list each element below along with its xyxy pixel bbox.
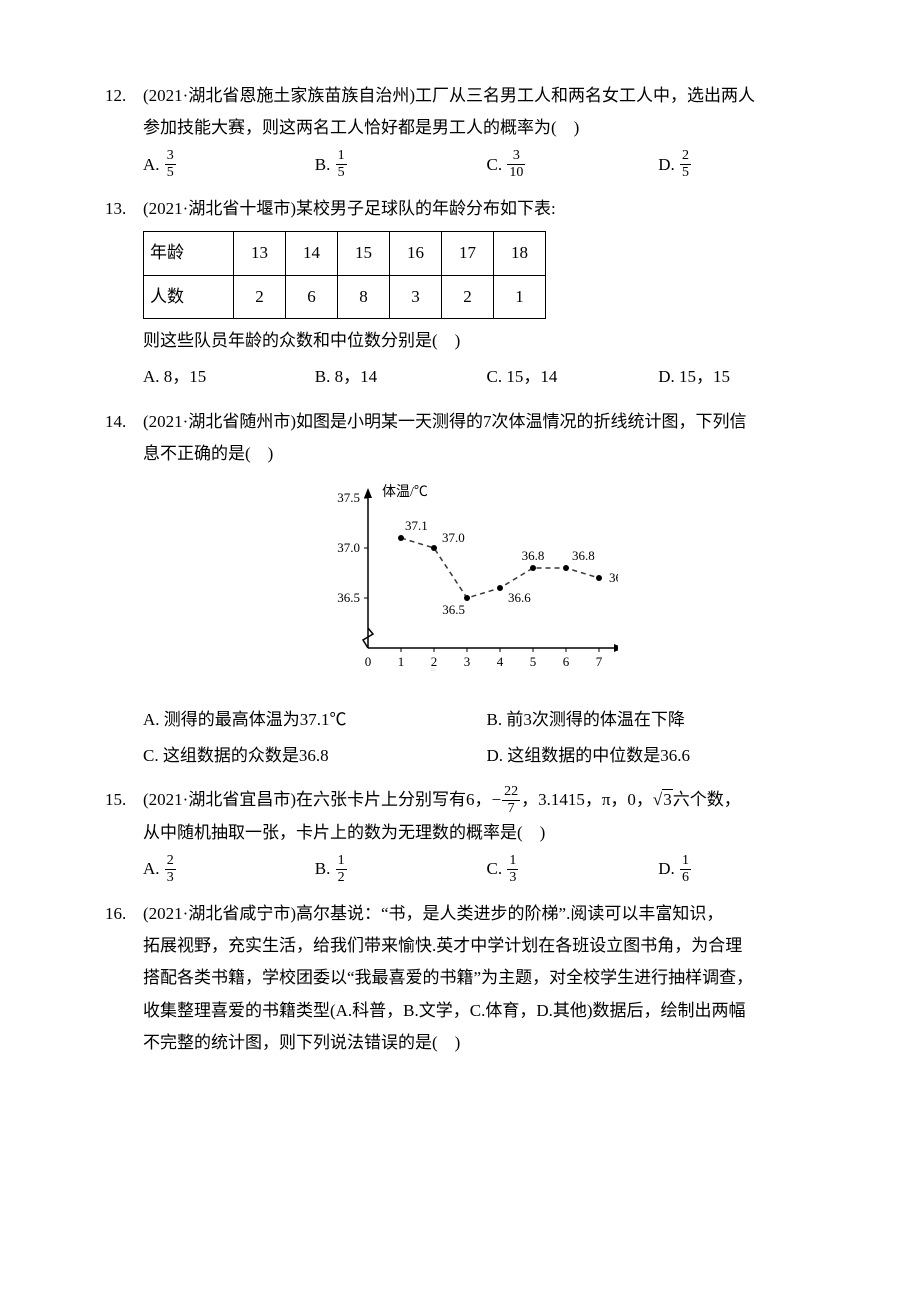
svg-text:36.5: 36.5 [337,590,360,605]
q12-optD: D. 25 [658,149,830,182]
table-cell: 18 [494,232,546,275]
q12-optC: C. 310 [487,149,659,182]
table-cell: 1 [494,275,546,318]
q12-line2: 参加技能大赛，则这两名工人恰好都是男工人的概率为( ) [105,112,830,144]
q13-optD: D. 15，15 [658,361,830,393]
svg-text:37.0: 37.0 [442,530,465,545]
q16-line2: 拓展视野，充实生活，给我们带来愉快.英才中学计划在各班设立图书角，为合理 [105,930,830,962]
q15-line2: 从中随机抽取一张，卡片上的数为无理数的概率是( ) [105,817,830,849]
q14-optA: A. 测得的最高体温为37.1℃ [143,704,487,736]
q12-optB: B. 15 [315,149,487,182]
q12-options: A. 35 B. 15 C. 310 D. 25 [105,149,830,182]
svg-text:36.8: 36.8 [572,548,595,563]
q14-chart-wrap: 37.537.036.501234567体温/℃次37.137.036.536.… [105,478,830,689]
table-row: 年龄 13 14 15 16 17 18 [144,232,546,275]
svg-text:3: 3 [463,654,470,669]
table-cell: 15 [338,232,390,275]
q12-optA: A. 35 [143,149,315,182]
svg-text:37.5: 37.5 [337,490,360,505]
table-cell: 2 [234,275,286,318]
svg-text:0: 0 [364,654,371,669]
table-cell: 3 [390,275,442,318]
table-cell: 14 [286,232,338,275]
q14-optD: D. 这组数据的中位数是36.6 [487,740,831,772]
table-cell: 16 [390,232,442,275]
svg-text:36.7: 36.7 [609,570,618,585]
q15-optD: D. 16 [658,853,830,886]
q13-line2: 则这些队员年龄的众数和中位数分别是( ) [105,325,830,357]
table-cell: 8 [338,275,390,318]
q14-options-1: A. 测得的最高体温为37.1℃ B. 前3次测得的体温在下降 [105,704,830,736]
q15-optB: B. 12 [315,853,487,886]
svg-text:37.0: 37.0 [337,540,360,555]
q13-optC: C. 15，14 [487,361,659,393]
q14-optC: C. 这组数据的众数是36.8 [143,740,487,772]
q16-line1: (2021·湖北省咸宁市)高尔基说：“书，是人类进步的阶梯”.阅读可以丰富知识， [143,898,830,930]
q12-line1: (2021·湖北省恩施土家族苗族自治州)工厂从三名男工人和两名女工人中，选出两人 [143,80,830,112]
q15-optA: A. 23 [143,853,315,886]
q15-optC: C. 13 [487,853,659,886]
q14-chart: 37.537.036.501234567体温/℃次37.137.036.536.… [318,478,618,678]
q16-line4: 收集整理喜爱的书籍类型(A.科普，B.文学，C.体育，D.其他)数据后，绘制出两… [105,995,830,1027]
q13-options: A. 8，15 B. 8，14 C. 15，14 D. 15，15 [105,361,830,393]
svg-text:体温/℃: 体温/℃ [382,484,428,500]
q16-line3: 搭配各类书籍，学校团委以“我最喜爱的书籍”为主题，对全校学生进行抽样调查， [105,962,830,994]
question-16: 16. (2021·湖北省咸宁市)高尔基说：“书，是人类进步的阶梯”.阅读可以丰… [105,898,830,1059]
row-header: 人数 [144,275,234,318]
q14-options-2: C. 这组数据的众数是36.8 D. 这组数据的中位数是36.6 [105,740,830,772]
table-cell: 6 [286,275,338,318]
q15-number: 15. [105,784,143,816]
q13-number: 13. [105,193,143,225]
svg-text:37.1: 37.1 [405,518,428,533]
watermark-icon: = [430,660,450,681]
table-cell: 2 [442,275,494,318]
q14-number: 14. [105,406,143,438]
table-cell: 17 [442,232,494,275]
q15-options: A. 23 B. 12 C. 13 D. 16 [105,853,830,886]
question-12: 12. (2021·湖北省恩施土家族苗族自治州)工厂从三名男工人和两名女工人中，… [105,80,830,181]
svg-text:36.6: 36.6 [508,590,531,605]
table-row: 人数 2 6 8 3 2 1 [144,275,546,318]
q14-line2: 息不正确的是( ) [105,438,830,470]
row-header: 年龄 [144,232,234,275]
q15-line1: (2021·湖北省宜昌市)在六张卡片上分别写有6，−227，3.1415，π，0… [143,784,830,817]
q16-line5: 不完整的统计图，则下列说法错误的是( ) [105,1027,830,1059]
svg-text:1: 1 [397,654,404,669]
q16-number: 16. [105,898,143,930]
svg-text:36.8: 36.8 [521,548,544,563]
question-13: 13. (2021·湖北省十堰市)某校男子足球队的年龄分布如下表: 年龄 13 … [105,193,830,393]
svg-text:7: 7 [595,654,602,669]
q13-table: 年龄 13 14 15 16 17 18 人数 2 6 8 3 2 1 [143,231,546,319]
sqrt-icon: 3 [653,784,673,816]
svg-text:5: 5 [529,654,536,669]
svg-text:4: 4 [496,654,503,669]
svg-text:36.5: 36.5 [442,602,465,617]
q14-optB: B. 前3次测得的体温在下降 [487,704,831,736]
q12-number: 12. [105,80,143,112]
question-15: 15. (2021·湖北省宜昌市)在六张卡片上分别写有6，−227，3.1415… [105,784,830,885]
q13-optB: B. 8，14 [315,361,487,393]
question-14: 14. (2021·湖北省随州市)如图是小明某一天测得的7次体温情况的折线统计图… [105,406,830,772]
q13-line1: (2021·湖北省十堰市)某校男子足球队的年龄分布如下表: [143,193,830,225]
q14-line1: (2021·湖北省随州市)如图是小明某一天测得的7次体温情况的折线统计图，下列信 [143,406,830,438]
table-cell: 13 [234,232,286,275]
q13-optA: A. 8，15 [143,361,315,393]
svg-text:6: 6 [562,654,569,669]
